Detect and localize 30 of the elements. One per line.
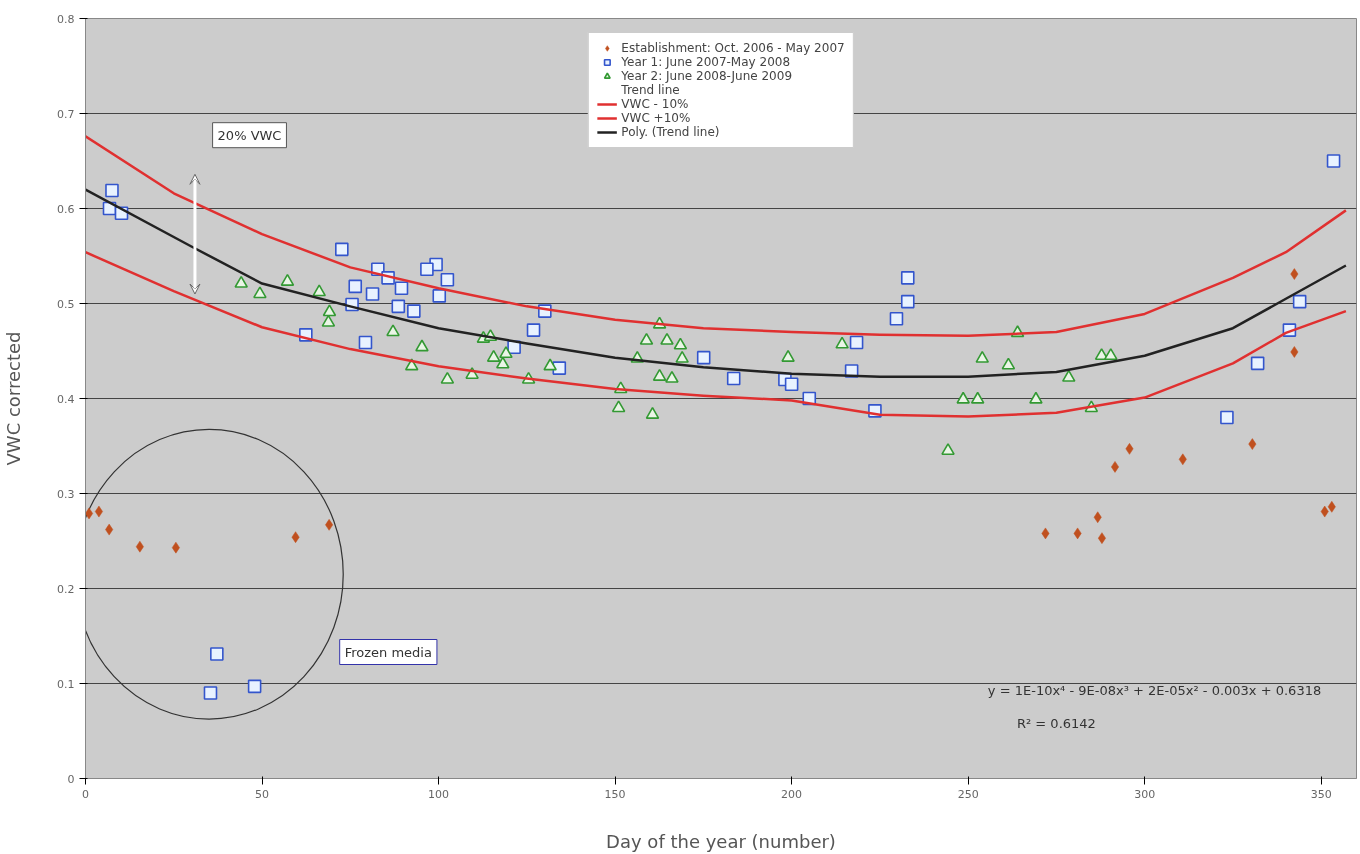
y-tick-label: 0.1 <box>57 677 75 691</box>
x-axis-title: Day of the year (number) <box>606 830 836 852</box>
y-tick-label: 0.6 <box>57 202 75 216</box>
y-axis-title: VWC corrected <box>3 331 25 466</box>
annotation: 20% VWC <box>217 127 282 143</box>
x-tick-label: 50 <box>255 787 270 801</box>
x-tick-label: 350 <box>1310 787 1332 801</box>
y-tick-label: 0.3 <box>57 487 75 501</box>
y-tick-label: 0 <box>67 772 75 786</box>
legend-label: VWC +10% <box>621 111 691 125</box>
legend-label: Poly. (Trend line) <box>621 125 720 139</box>
annotation: y = 1E-10x⁴ - 9E-08x³ + 2E-05x² - 0.003x + 0.6318 <box>987 682 1322 698</box>
x-tick-label: 200 <box>781 787 803 801</box>
annotation: Frozen media <box>344 644 432 660</box>
y-tick-label: 0.4 <box>57 392 75 406</box>
legend-label: Year 2: June 2008-June 2009 <box>621 69 793 83</box>
legend-label: Year 1: June 2007-May 2008 <box>621 55 791 69</box>
x-tick-label: 100 <box>428 787 450 801</box>
x-tick-label: 300 <box>1134 787 1156 801</box>
x-tick-label: 150 <box>604 787 626 801</box>
y-tick-label: 0.7 <box>57 107 75 121</box>
legend-label: VWC - 10% <box>621 97 689 111</box>
annotation: R² = 0.6142 <box>1016 716 1096 731</box>
y-tick-label: 0.5 <box>57 297 75 311</box>
y-tick-label: 0.2 <box>57 582 75 596</box>
legend-label: Establishment: Oct. 2006 - May 2007 <box>621 41 845 55</box>
text: Trend line <box>621 83 680 97</box>
x-tick-label: 250 <box>957 787 979 801</box>
x-tick-label: 0 <box>82 787 89 801</box>
y-tick-label: 0.8 <box>57 12 75 26</box>
